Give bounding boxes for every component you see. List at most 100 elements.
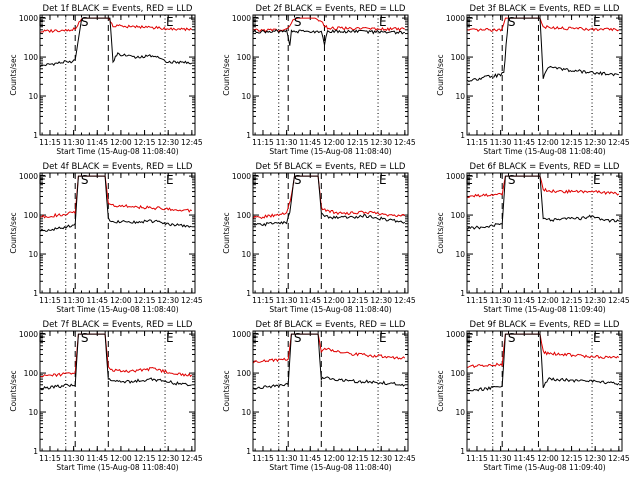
time-marker-label: E <box>465 173 473 187</box>
x-tick-label: 11:15 <box>39 454 61 463</box>
plot-frame <box>252 172 409 294</box>
x-tick-label: 12:30 <box>370 454 392 463</box>
x-tick-label: 12:15 <box>561 296 583 305</box>
x-tick-label: 11:45 <box>513 296 535 305</box>
chart-title: Det 1f BLACK = Events, RED = LLD <box>43 4 193 14</box>
chart-title: Det 2f BLACK = Events, RED = LLD <box>256 4 406 14</box>
time-marker-label: E <box>166 331 174 345</box>
x-tick-label: 11:15 <box>39 296 61 305</box>
x-tick-label: 11:30 <box>276 454 298 463</box>
x-tick-label: 12:00 <box>323 138 345 147</box>
chart-panel-5: Det 5f BLACK = Events, RED = LLD 1 10 100 10… <box>222 162 416 314</box>
x-tick-label: 12:15 <box>561 454 583 463</box>
y-axis-label: Counts/sec <box>9 370 18 411</box>
x-tick-label: 11:45 <box>299 296 321 305</box>
series-events <box>253 333 406 390</box>
time-marker-label: E <box>593 15 601 29</box>
y-tick-label: 100 <box>237 369 252 378</box>
chart-panel-4: Det 4f BLACK = Events, RED = LLD 1 10 100 10… <box>9 162 203 314</box>
plot-frame <box>252 330 409 452</box>
y-tick-label: 100 <box>24 53 39 62</box>
y-tick-label: 1000 <box>19 14 38 23</box>
x-tick-label: 11:30 <box>63 296 85 305</box>
x-tick-label: 12:00 <box>110 138 132 147</box>
series-lld <box>253 175 406 220</box>
y-tick-label: 100 <box>451 369 466 378</box>
x-tick-label: 12:30 <box>157 296 179 305</box>
plot-frame <box>39 14 196 136</box>
time-marker-label: S <box>294 331 302 345</box>
series-events <box>40 175 192 232</box>
x-tick-label: 12:00 <box>537 138 559 147</box>
plot-frame <box>466 330 623 452</box>
y-tick-label: 1 <box>460 131 465 140</box>
y-tick-label: 10 <box>28 92 38 101</box>
series-lld <box>467 333 620 369</box>
x-tick-label: 12:45 <box>181 454 203 463</box>
x-tick-label: 12:45 <box>181 296 203 305</box>
time-marker-label: E <box>251 173 259 187</box>
x-tick-label: 11:30 <box>276 138 298 147</box>
series-events <box>253 28 405 46</box>
x-tick-label: 12:00 <box>323 454 345 463</box>
x-tick-label: 11:15 <box>466 138 488 147</box>
y-tick-label: 100 <box>237 53 252 62</box>
x-tick-label: 12:30 <box>157 454 179 463</box>
time-marker-label: S <box>294 15 302 29</box>
time-marker-label: E <box>166 15 174 29</box>
x-tick-label: 12:00 <box>110 296 132 305</box>
x-axis-label: Start Time (15-Aug-08 11:08:40) <box>56 463 178 472</box>
y-axis-label: Counts/sec <box>9 212 18 253</box>
y-tick-label: 1 <box>33 131 38 140</box>
y-axis-label: Counts/sec <box>222 212 231 253</box>
y-tick-label: 10 <box>455 250 465 259</box>
y-axis-label: Counts/sec <box>222 370 231 411</box>
y-tick-label: 1 <box>33 289 38 298</box>
time-marker-label: E <box>593 173 601 187</box>
y-tick-label: 100 <box>24 369 39 378</box>
x-tick-label: 12:45 <box>608 454 630 463</box>
series-events <box>467 175 620 230</box>
time-marker-label: S <box>508 331 516 345</box>
y-tick-label: 1 <box>33 447 38 456</box>
series-lld <box>253 17 406 33</box>
x-tick-label: 12:30 <box>370 296 392 305</box>
y-axis-label: Counts/sec <box>222 54 231 95</box>
x-tick-label: 11:45 <box>513 138 535 147</box>
y-tick-label: 100 <box>451 211 466 220</box>
x-tick-label: 12:30 <box>157 138 179 147</box>
chart-title: Det 3f BLACK = Events, RED = LLD <box>470 4 620 14</box>
series-lld <box>40 17 193 33</box>
time-marker-label: E <box>465 331 473 345</box>
time-marker-label: E <box>38 331 46 345</box>
y-tick-label: 1000 <box>232 330 251 339</box>
x-tick-label: 11:15 <box>252 138 274 147</box>
x-tick-label: 12:30 <box>370 138 392 147</box>
time-marker-label: E <box>38 173 46 187</box>
x-axis-label: Start Time (15-Aug-08 11:08:40) <box>269 147 391 156</box>
y-tick-label: 1 <box>246 289 251 298</box>
series-events <box>467 17 619 83</box>
series-events <box>40 333 192 391</box>
series-events <box>467 333 620 392</box>
x-axis-label: Start Time (15-Aug-08 11:08:40) <box>56 147 178 156</box>
x-tick-label: 12:00 <box>537 454 559 463</box>
series-events <box>253 175 406 227</box>
chart-panel-6: Det 6f BLACK = Events, RED = LLD 1 10 100 10… <box>436 162 630 314</box>
y-tick-label: 1000 <box>446 172 465 181</box>
x-axis-label: Start Time (15-Aug-08 11:08:40) <box>269 463 391 472</box>
time-marker-label: E <box>379 173 387 187</box>
x-tick-label: 11:30 <box>63 138 85 147</box>
x-tick-label: 11:30 <box>63 454 85 463</box>
x-tick-label: 12:30 <box>584 296 606 305</box>
chart-title: Det 9f BLACK = Events, RED = LLD <box>470 320 620 330</box>
series-lld <box>253 333 406 364</box>
y-axis-label: Counts/sec <box>9 54 18 95</box>
y-tick-label: 1000 <box>446 330 465 339</box>
y-tick-label: 10 <box>241 92 251 101</box>
y-tick-label: 100 <box>451 53 466 62</box>
y-tick-label: 1000 <box>19 172 38 181</box>
chart-panel-9: Det 9f BLACK = Events, RED = LLD 1 10 100 10… <box>436 320 630 472</box>
y-tick-label: 10 <box>241 408 251 417</box>
x-tick-label: 11:45 <box>299 138 321 147</box>
